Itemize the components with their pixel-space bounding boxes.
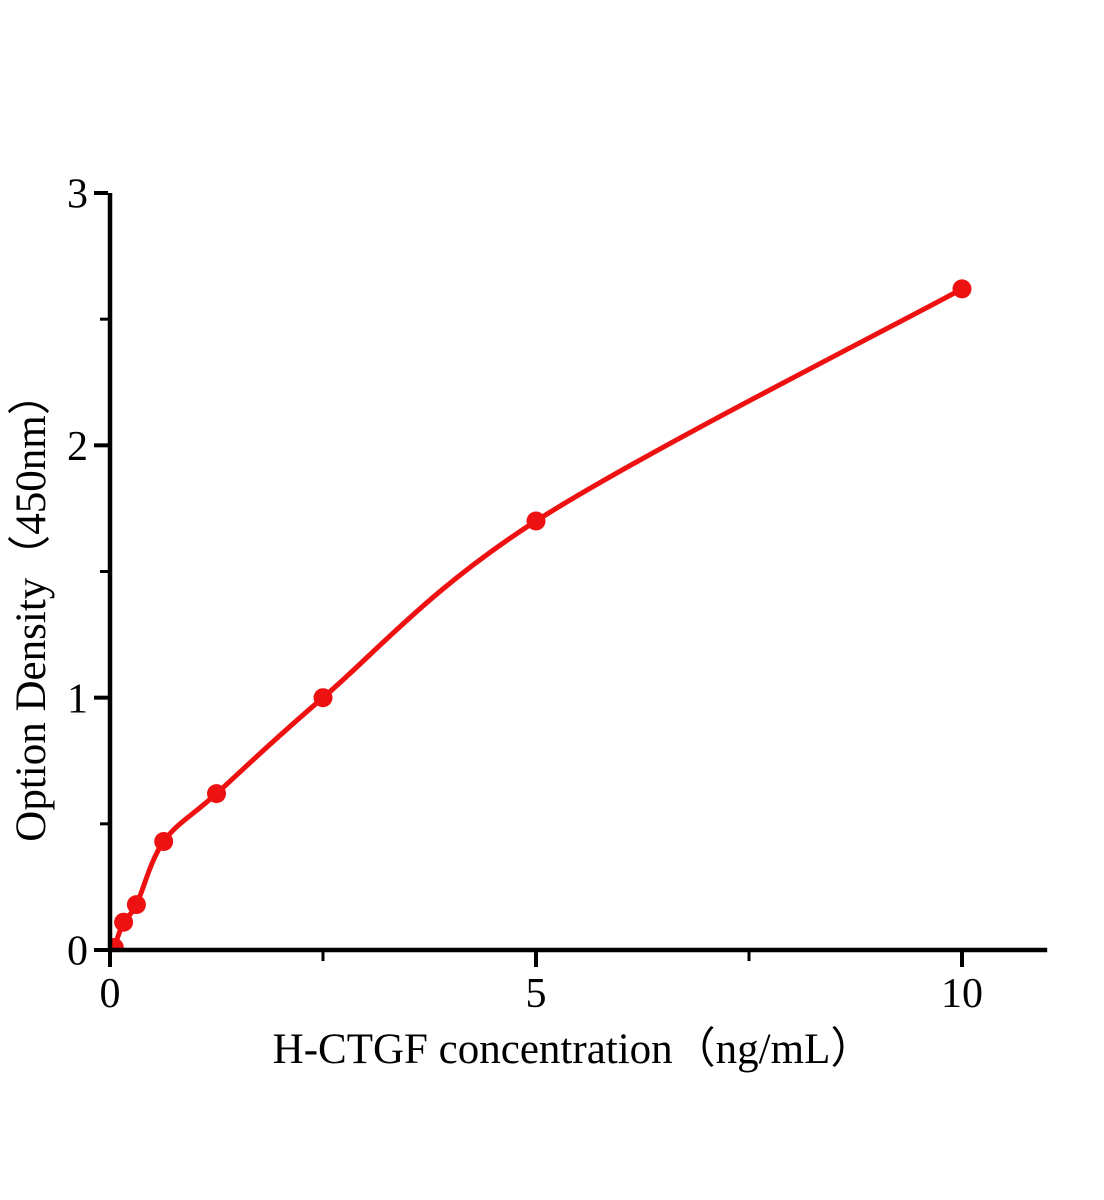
data-point-marker (114, 912, 134, 932)
data-point-marker (952, 279, 972, 299)
axes-layer: 0 5 10 0 1 2 3 (67, 172, 1048, 1017)
data-point-marker (207, 784, 226, 804)
y-tick-label: 3 (67, 172, 88, 218)
data-point-marker (154, 832, 174, 851)
y-tick-label: 2 (67, 424, 88, 470)
y-tick-label: 0 (67, 929, 88, 975)
data-point-marker (313, 688, 333, 708)
data-series-layer (110, 279, 972, 950)
x-tick-label: 5 (526, 971, 547, 1017)
x-tick-label: 10 (941, 971, 983, 1017)
standard-curve-line (111, 286, 965, 950)
x-tick-label: 0 (100, 971, 121, 1017)
y-axis-title: Option Density（450nm） (8, 372, 55, 841)
data-point-marker (526, 511, 546, 531)
y-tick-label: 1 (67, 676, 88, 722)
data-point-marker (110, 938, 124, 950)
data-point-marker (126, 895, 146, 915)
x-axis-title: H-CTGF concentration（ng/mL） (273, 1026, 874, 1073)
